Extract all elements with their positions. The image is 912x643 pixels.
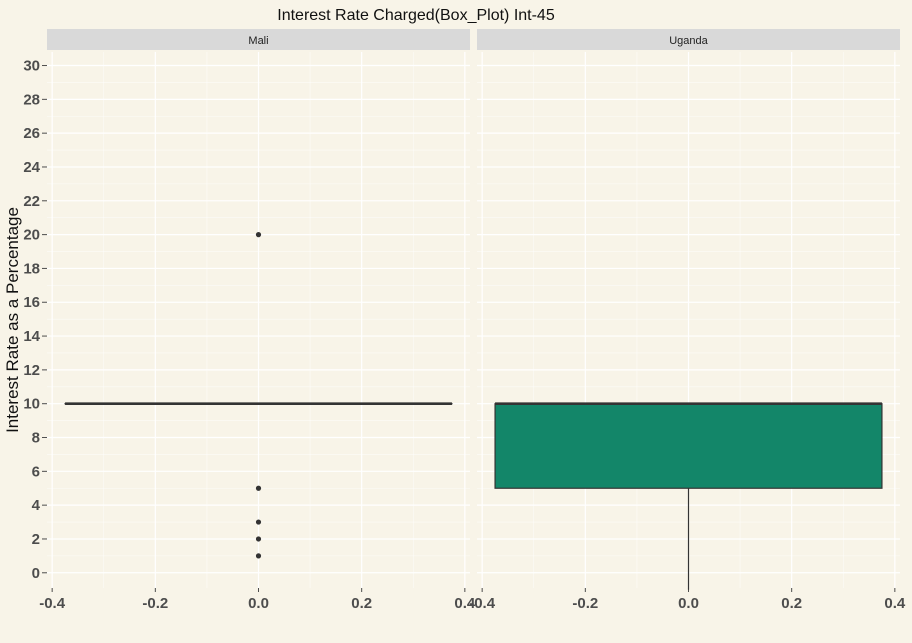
x-tick-label: 0.2 <box>351 595 372 612</box>
y-tick-label: 16 <box>23 294 40 311</box>
x-tick-label: -0.2 <box>142 595 168 612</box>
y-tick-label: 22 <box>23 193 40 210</box>
facet-panel-uganda: Uganda -0.4 -0.2 0.0 0.2 0.4 <box>469 29 906 612</box>
y-tick-label: 20 <box>23 227 40 244</box>
y-tick-label: 8 <box>32 430 40 447</box>
outlier-point <box>255 536 262 542</box>
x-tick-label: 0.0 <box>248 595 269 612</box>
x-tick-label: -0.4 <box>469 595 496 612</box>
x-tick-label: 0.0 <box>678 595 699 612</box>
y-tick-label: 6 <box>32 463 40 480</box>
outlier-point <box>255 485 262 491</box>
y-tick-label: 28 <box>23 91 40 108</box>
x-tick-label: 0.4 <box>884 595 906 612</box>
facet-panel-mali: Mali -0.4 -0.2 0.0 0.2 0.4 <box>39 29 476 612</box>
facet-panels: Mali -0.4 -0.2 0.0 0.2 0.4 Uganda -0.4 -0.2 0.0 0.… <box>39 29 906 612</box>
y-tick-label: 10 <box>23 396 40 413</box>
outlier-point <box>255 519 262 525</box>
y-tick-label: 18 <box>23 260 40 277</box>
y-tick-label: 4 <box>32 497 41 514</box>
chart-title: Interest Rate Charged(Box_Plot) Int-45 <box>277 7 555 24</box>
y-axis-label: Interest Rate as a Percentage <box>3 207 22 433</box>
outlier-point <box>255 553 262 559</box>
x-tick-label: 0.2 <box>781 595 802 612</box>
facet-strip-label: Uganda <box>669 35 708 47</box>
y-tick-label: 30 <box>23 58 40 75</box>
x-tick-label: -0.2 <box>572 595 598 612</box>
y-tick-label: 2 <box>32 531 40 548</box>
facet-strip-label: Mali <box>248 35 268 47</box>
facet-strip <box>477 29 900 50</box>
y-tick-label: 14 <box>23 328 40 345</box>
x-tick-label: 0.4 <box>454 595 476 612</box>
x-tick-label: -0.4 <box>39 595 66 612</box>
y-tick-label: 12 <box>23 362 40 379</box>
outlier-point <box>255 232 262 238</box>
y-tick-label: 0 <box>32 565 40 582</box>
facet-strip <box>47 29 470 50</box>
box-iqr <box>494 403 883 489</box>
y-tick-label: 24 <box>23 159 40 176</box>
y-tick-label: 26 <box>23 125 40 142</box>
